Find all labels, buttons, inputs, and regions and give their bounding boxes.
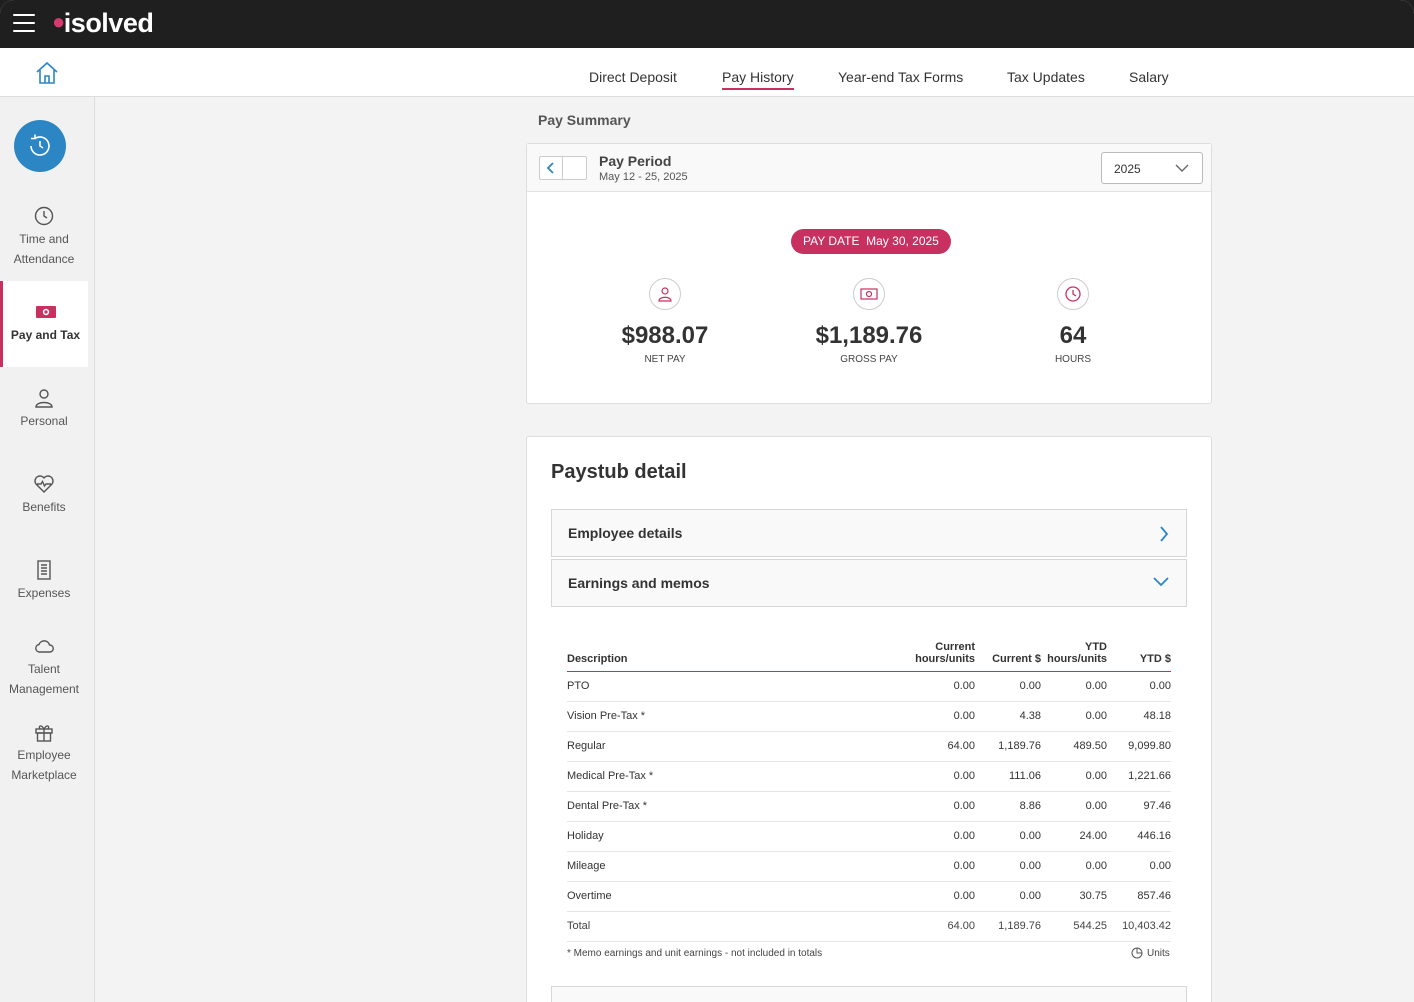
table-row: Medical Pre-Tax * 0.00 111.06 0.00 1,221.66 bbox=[567, 761, 1171, 792]
tab-pay-history[interactable]: Pay History bbox=[722, 69, 794, 90]
pay-period-dates: May 12 - 25, 2025 bbox=[599, 171, 688, 183]
net-pay-stat: $988.07 NET PAY bbox=[585, 278, 745, 365]
net-pay-label: NET PAY bbox=[644, 354, 686, 365]
pay-date-badge: PAY DATE May 30, 2025 bbox=[791, 229, 951, 254]
sidebar-item-pay-and-tax[interactable]: Pay and Tax bbox=[0, 281, 88, 367]
previous-period-button[interactable] bbox=[540, 157, 563, 179]
period-nav bbox=[539, 156, 587, 180]
table-header-row: Description Current hours/units Current $… bbox=[567, 633, 1171, 672]
table-row: Vision Pre-Tax * 0.00 4.38 0.00 48.18 bbox=[567, 701, 1171, 732]
sidebar-item-label: Pay and Tax bbox=[10, 328, 81, 342]
accordion-label: Earnings and memos bbox=[568, 575, 710, 591]
chevron-down-icon bbox=[1153, 577, 1169, 587]
sidebar-item-label: Benefits bbox=[22, 500, 66, 514]
column-header-ytd-dollars: YTD $ bbox=[1107, 633, 1171, 672]
earnings-table: Description Current hours/units Current $… bbox=[567, 633, 1171, 942]
table-total-row: Total 64.00 1,189.76 544.25 10,403.42 bbox=[567, 911, 1171, 942]
chevron-left-icon bbox=[546, 162, 554, 174]
top-bar: ●isolved bbox=[0, 0, 1414, 48]
hours-stat: 64 HOURS bbox=[993, 278, 1153, 365]
accordion-label: Employee details bbox=[568, 525, 683, 541]
pay-date-value: May 30, 2025 bbox=[866, 234, 939, 248]
money-icon bbox=[860, 288, 878, 300]
column-header-ytd-hours: YTD hours/units bbox=[1041, 633, 1107, 672]
tab-tax-updates[interactable]: Tax Updates bbox=[1007, 69, 1085, 85]
hours-value: 64 bbox=[1059, 322, 1087, 349]
sidebar-item-label: Talent Management bbox=[8, 662, 80, 696]
sidebar-item-label: Expenses bbox=[17, 586, 71, 600]
heart-pulse-icon bbox=[34, 475, 54, 493]
table-row: Regular 64.00 1,189.76 489.50 9,099.80 bbox=[567, 731, 1171, 762]
money-icon bbox=[35, 306, 56, 318]
pay-period-title: Pay Period bbox=[599, 153, 672, 169]
sidebar-item-benefits[interactable]: Benefits bbox=[0, 473, 88, 517]
nav-bar: Direct Deposit Pay History Year-end Tax … bbox=[0, 48, 1414, 97]
clock-icon bbox=[1065, 286, 1081, 302]
gross-pay-stat: $1,189.76 GROSS PAY bbox=[789, 278, 949, 365]
net-pay-value: $988.07 bbox=[621, 322, 709, 349]
hamburger-menu-icon[interactable] bbox=[13, 14, 35, 32]
sidebar: Time and Attendance Pay and Tax Personal… bbox=[0, 97, 95, 1002]
sidebar-item-employee-marketplace[interactable]: Employee Marketplace bbox=[0, 721, 88, 785]
gross-pay-value: $1,189.76 bbox=[815, 322, 923, 349]
gift-icon bbox=[35, 725, 53, 742]
units-label: Units bbox=[1147, 947, 1170, 959]
table-row: Mileage 0.00 0.00 0.00 0.00 bbox=[567, 851, 1171, 882]
table-row: Holiday 0.00 0.00 24.00 446.16 bbox=[567, 821, 1171, 852]
pay-summary-heading: Pay Summary bbox=[538, 112, 631, 128]
column-header-current-hours: Current hours/units bbox=[899, 633, 975, 672]
sidebar-item-label: Personal bbox=[20, 414, 68, 428]
hours-label: HOURS bbox=[1054, 354, 1092, 365]
sidebar-item-personal[interactable]: Personal bbox=[0, 387, 88, 431]
pay-period-header: Pay Period May 12 - 25, 2025 2025 bbox=[527, 144, 1211, 192]
sidebar-item-time-and-attendance[interactable]: Time and Attendance bbox=[0, 205, 88, 269]
year-dropdown-value: 2025 bbox=[1114, 162, 1141, 176]
table-row: Overtime 0.00 0.00 30.75 857.46 bbox=[567, 881, 1171, 912]
tab-year-end-tax-forms[interactable]: Year-end Tax Forms bbox=[838, 69, 964, 85]
chevron-right-icon bbox=[1160, 526, 1169, 542]
chevron-down-icon bbox=[1175, 164, 1189, 172]
tab-direct-deposit[interactable]: Direct Deposit bbox=[589, 69, 677, 85]
next-accordion[interactable] bbox=[551, 986, 1187, 1002]
employee-details-accordion[interactable]: Employee details bbox=[551, 509, 1187, 557]
year-dropdown[interactable]: 2025 bbox=[1101, 152, 1203, 184]
isolved-logo[interactable]: ●isolved bbox=[52, 8, 154, 38]
clock-icon bbox=[34, 206, 54, 226]
person-icon bbox=[35, 389, 53, 408]
logo-text: isolved bbox=[63, 8, 154, 38]
receipt-icon bbox=[37, 560, 51, 580]
history-icon bbox=[30, 134, 50, 156]
column-header-current-dollars: Current $ bbox=[975, 633, 1041, 672]
column-header-description: Description bbox=[567, 633, 899, 672]
refresh-history-button[interactable] bbox=[14, 120, 66, 172]
pay-date-label: PAY DATE bbox=[803, 234, 860, 248]
sidebar-item-label: Employee Marketplace bbox=[11, 748, 77, 782]
earnings-and-memos-accordion[interactable]: Earnings and memos bbox=[551, 559, 1187, 607]
gross-pay-label: GROSS PAY bbox=[840, 354, 898, 365]
tab-salary[interactable]: Salary bbox=[1129, 69, 1169, 85]
paystub-detail-card: Paystub detail Employee details Earnings… bbox=[526, 436, 1212, 1002]
paystub-detail-title: Paystub detail bbox=[551, 461, 687, 483]
person-icon bbox=[658, 287, 672, 302]
units-toggle[interactable]: Units bbox=[1131, 947, 1170, 959]
table-row: Dental Pre-Tax * 0.00 8.86 0.00 97.46 bbox=[567, 791, 1171, 822]
cloud-icon bbox=[35, 640, 54, 653]
pay-summary-card: Pay Period May 12 - 25, 2025 2025 PAY DA… bbox=[526, 143, 1212, 404]
memo-footnote: * Memo earnings and unit earnings - not … bbox=[567, 948, 823, 959]
sidebar-item-label: Time and Attendance bbox=[13, 232, 75, 266]
sidebar-item-talent-management[interactable]: Talent Management bbox=[0, 635, 88, 699]
sidebar-item-expenses[interactable]: Expenses bbox=[0, 559, 88, 603]
units-icon bbox=[1131, 947, 1143, 959]
home-icon[interactable] bbox=[34, 60, 60, 86]
table-row: PTO 0.00 0.00 0.00 0.00 bbox=[567, 671, 1171, 702]
